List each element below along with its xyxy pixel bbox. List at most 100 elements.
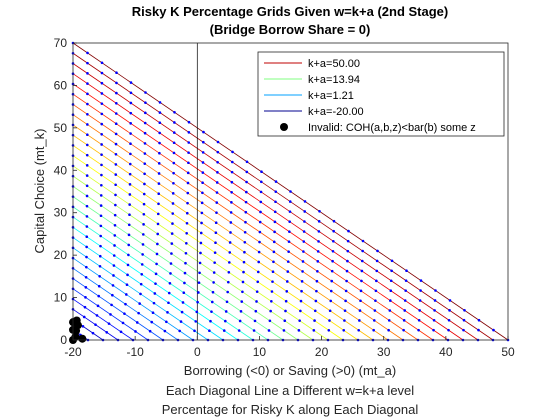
percentage-point (342, 328, 346, 332)
percentage-point (169, 272, 172, 275)
percentage-point (315, 289, 318, 293)
percentage-point (140, 263, 144, 266)
percentage-point (360, 279, 363, 283)
percentage-point (172, 181, 175, 185)
percentage-point (158, 101, 162, 104)
percentage-point (434, 289, 437, 292)
percentage-point (200, 201, 204, 205)
percentage-point (173, 111, 176, 114)
percentage-point (373, 309, 377, 312)
percentage-point (226, 280, 230, 284)
diagonal-line (72, 52, 494, 341)
percentage-point (302, 240, 306, 243)
percentage-point (99, 214, 103, 218)
percentage-point (357, 328, 361, 332)
percentage-point (100, 183, 103, 187)
percentage-point (179, 320, 183, 323)
percentage-point (389, 299, 392, 302)
percentage-point (229, 211, 233, 214)
percentage-point (113, 223, 117, 227)
percentage-point (230, 201, 233, 204)
percentage-point (155, 262, 158, 266)
percentage-point (151, 311, 155, 314)
percentage-point (85, 153, 89, 157)
percentage-point (492, 328, 495, 332)
legend-entry-label: k+a=13.94 (308, 74, 360, 86)
percentage-point (210, 310, 213, 313)
x-tick-label: -20 (64, 345, 82, 359)
percentage-point (244, 220, 247, 224)
percentage-point (216, 150, 220, 154)
percentage-point (228, 241, 232, 244)
percentage-point (114, 142, 118, 146)
percentage-point (283, 319, 287, 323)
percentage-point (255, 290, 259, 293)
percentage-point (267, 329, 271, 332)
percentage-point (272, 250, 276, 254)
percentage-point (199, 251, 202, 255)
percentage-point (173, 121, 176, 124)
percentage-point (288, 230, 291, 233)
plot-frame (72, 42, 509, 341)
percentage-point (115, 71, 118, 74)
diagonal-line (72, 257, 194, 341)
percentage-point (99, 224, 103, 228)
percentage-point (111, 293, 114, 297)
percentage-point (315, 279, 319, 283)
x-tick-label: 10 (253, 345, 267, 359)
percentage-point (224, 319, 227, 323)
percentage-point (157, 172, 161, 175)
percentage-point (170, 242, 174, 245)
percentage-point (150, 320, 154, 324)
percentage-point (154, 282, 157, 285)
percentage-point (211, 290, 215, 294)
percentage-point (187, 120, 191, 124)
percentage-point (143, 162, 147, 165)
percentage-point (274, 190, 278, 193)
legend-entry-label: k+a=1.21 (308, 90, 354, 102)
percentage-point (98, 274, 101, 278)
percentage-point (114, 132, 118, 136)
percentage-point (303, 220, 306, 223)
diagonal-line (72, 278, 164, 341)
percentage-point (224, 310, 228, 313)
percentage-point (121, 321, 125, 325)
percentage-point (387, 319, 391, 322)
percentage-point (286, 260, 290, 263)
percentage-point (156, 242, 159, 246)
percentage-point (100, 81, 104, 85)
percentage-point (358, 319, 361, 322)
percentage-point (253, 319, 257, 323)
percentage-point (240, 300, 244, 303)
percentage-point (97, 294, 101, 298)
percentage-point (216, 160, 219, 164)
percentage-point (328, 309, 332, 313)
percentage-point (142, 233, 145, 236)
percentage-point (85, 215, 89, 218)
x-tick-label: -10 (126, 345, 144, 359)
percentage-point (270, 300, 273, 303)
invalid-point (71, 332, 80, 341)
percentage-point (157, 182, 161, 185)
percentage-point (100, 112, 104, 116)
percentage-point (316, 250, 320, 253)
percentage-point (231, 160, 234, 164)
percentage-point (241, 280, 245, 284)
percentage-point (389, 289, 393, 292)
percentage-point (244, 210, 248, 214)
percentage-point (201, 161, 205, 164)
percentage-point (141, 243, 145, 246)
percentage-point (418, 309, 421, 312)
percentage-point (85, 174, 89, 177)
percentage-point (183, 271, 187, 275)
percentage-point (303, 200, 307, 203)
diagonal-line (72, 196, 284, 341)
percentage-point (82, 315, 86, 319)
percentage-point (331, 249, 335, 253)
percentage-point (300, 280, 304, 283)
legend: k+a=50.00 k+a=13.94 k+a=1.21 k+a=-20.00 Inva… (257, 51, 505, 137)
percentage-point (94, 323, 97, 326)
percentage-point (158, 121, 162, 125)
percentage-point (172, 131, 176, 134)
percentage-point (419, 279, 423, 282)
